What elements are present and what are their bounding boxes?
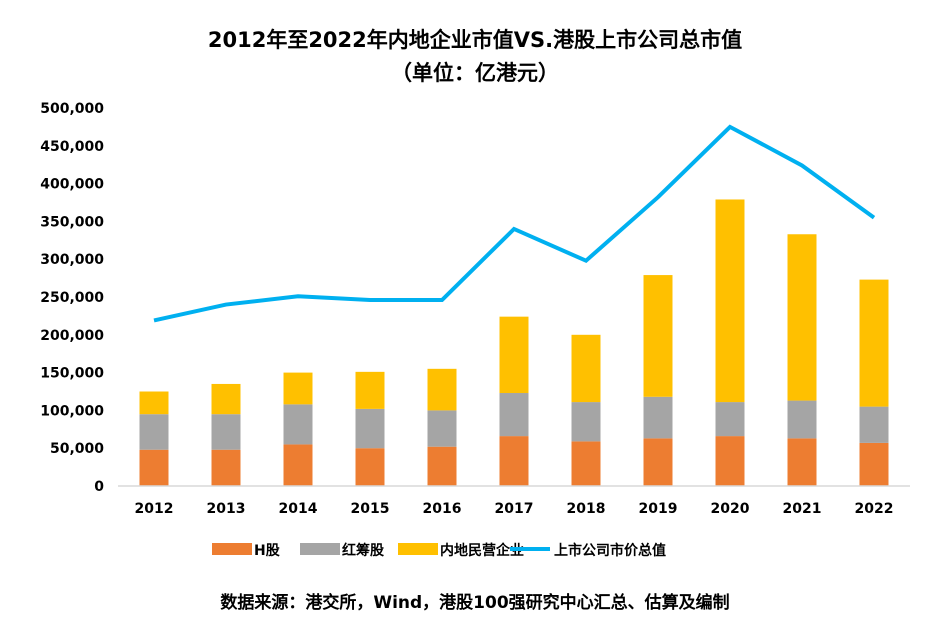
x-tick-label: 2020 bbox=[711, 501, 750, 517]
bar-H股-2018 bbox=[571, 441, 601, 486]
bar-H股-2022 bbox=[859, 442, 889, 486]
x-tick-label: 2022 bbox=[855, 501, 894, 517]
x-tick-label: 2017 bbox=[495, 501, 534, 517]
x-tick-label: 2013 bbox=[207, 501, 246, 517]
y-tick-label: 300,000 bbox=[40, 252, 104, 268]
line-series-上市公司市价总值 bbox=[153, 124, 876, 323]
bar-H股-2020 bbox=[715, 436, 745, 486]
x-tick-label: 2019 bbox=[639, 501, 678, 517]
x-tick-label: 2015 bbox=[351, 501, 390, 517]
bar-内地民营企业-2021 bbox=[787, 234, 817, 401]
legend-swatch bbox=[300, 543, 340, 555]
y-tick-label: 450,000 bbox=[40, 139, 104, 155]
bar-红筹股-2015 bbox=[355, 408, 385, 449]
x-tick-label: 2016 bbox=[423, 501, 462, 517]
bar-H股-2017 bbox=[499, 436, 529, 486]
bar-H股-2019 bbox=[643, 438, 673, 486]
bar-内地民营企业-2012 bbox=[139, 391, 169, 415]
bar-红筹股-2016 bbox=[427, 410, 457, 447]
chart-title: 2012年至2022年内地企业市值VS.港股上市公司总市值 bbox=[207, 28, 743, 52]
chart-subtitle: （单位：亿港元） bbox=[391, 61, 559, 85]
bar-内地民营企业-2018 bbox=[571, 334, 601, 403]
y-tick-label: 50,000 bbox=[50, 441, 104, 457]
bar-内地民营企业-2017 bbox=[499, 316, 529, 394]
x-tick-label: 2012 bbox=[135, 501, 174, 517]
legend-label: 上市公司市价总值 bbox=[554, 542, 666, 559]
x-tick-label: 2021 bbox=[783, 501, 822, 517]
y-tick-label: 250,000 bbox=[40, 290, 104, 306]
bar-内地民营企业-2019 bbox=[643, 275, 673, 397]
bar-H股-2014 bbox=[283, 444, 313, 486]
y-tick-label: 500,000 bbox=[40, 101, 104, 117]
bar-H股-2016 bbox=[427, 446, 457, 486]
bar-红筹股-2019 bbox=[643, 396, 673, 439]
bar-红筹股-2017 bbox=[499, 393, 529, 437]
legend-swatch bbox=[398, 543, 438, 555]
bar-红筹股-2013 bbox=[211, 414, 241, 450]
bar-红筹股-2018 bbox=[571, 402, 601, 442]
y-tick-label: 100,000 bbox=[40, 403, 104, 419]
bar-红筹股-2022 bbox=[859, 406, 889, 443]
legend-label: 红筹股 bbox=[342, 542, 385, 559]
y-tick-label: 400,000 bbox=[40, 177, 104, 193]
legend-label: H股 bbox=[254, 543, 281, 559]
bar-内地民营企业-2013 bbox=[211, 383, 241, 415]
y-tick-label: 150,000 bbox=[40, 366, 104, 382]
bar-内地民营企业-2015 bbox=[355, 371, 385, 409]
bar-红筹股-2014 bbox=[283, 404, 313, 445]
y-tick-label: 200,000 bbox=[40, 328, 104, 344]
bar-红筹股-2021 bbox=[787, 400, 817, 439]
bar-内地民营企业-2020 bbox=[715, 199, 745, 403]
x-tick-label: 2018 bbox=[567, 501, 606, 517]
legend-swatch bbox=[212, 543, 252, 555]
y-tick-label: 0 bbox=[94, 479, 104, 495]
bar-H股-2021 bbox=[787, 438, 817, 486]
bar-H股-2012 bbox=[139, 449, 169, 486]
legend-label: 内地民营企业 bbox=[440, 542, 524, 559]
bar-H股-2013 bbox=[211, 449, 241, 486]
source-note: 数据来源：港交所，Wind，港股100强研究中心汇总、估算及编制 bbox=[220, 593, 730, 613]
bar-H股-2015 bbox=[355, 448, 385, 486]
bar-内地民营企业-2014 bbox=[283, 372, 313, 405]
bar-内地民营企业-2022 bbox=[859, 279, 889, 407]
bar-内地民营企业-2016 bbox=[427, 368, 457, 411]
bar-红筹股-2012 bbox=[139, 414, 169, 450]
bar-红筹股-2020 bbox=[715, 402, 745, 437]
x-tick-label: 2014 bbox=[279, 501, 318, 517]
y-tick-label: 350,000 bbox=[40, 214, 104, 230]
